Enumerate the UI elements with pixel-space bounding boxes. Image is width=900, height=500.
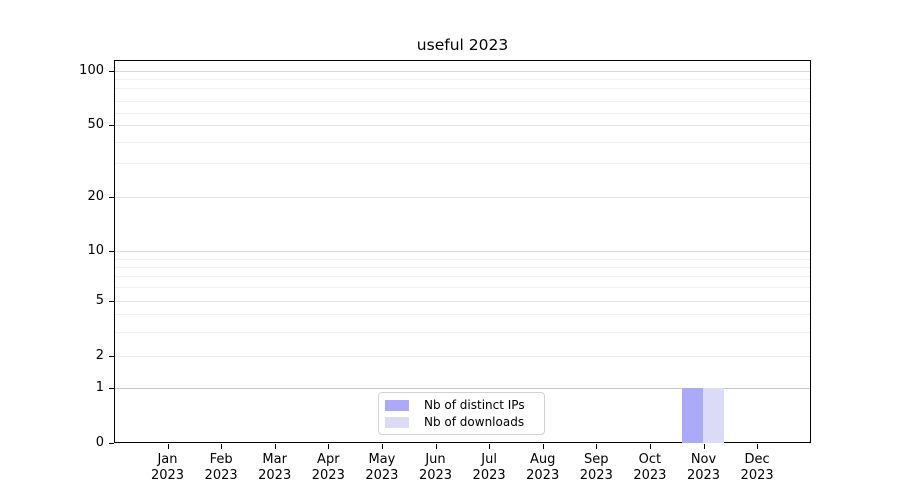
x-tick-mark (381, 444, 383, 449)
y-tick-mark (109, 251, 114, 252)
x-tick-mark (649, 444, 651, 449)
gridline-minor (115, 101, 810, 102)
x-tick-year: 2023 (526, 467, 560, 483)
y-tick-label: 50 (87, 117, 104, 132)
plot-area (114, 60, 811, 443)
y-tick-mark (109, 197, 114, 198)
gridline-minor (115, 163, 810, 164)
x-tick-label: Aug 2023 (503, 452, 583, 483)
legend: Nb of distinct IPs Nb of downloads (378, 392, 545, 435)
x-tick-year: 2023 (579, 467, 613, 483)
chart-title: useful 2023 (416, 36, 509, 54)
y-tick-label: 5 (95, 293, 104, 308)
gridline-minor (115, 79, 810, 80)
gridline-minor (115, 142, 810, 143)
gridline-minor (115, 88, 810, 89)
y-tick-label: 20 (87, 189, 104, 204)
y-tick-mark (109, 388, 114, 389)
x-tick-mark (221, 444, 223, 449)
y-tick-label: 2 (95, 348, 104, 363)
gridline-minor (115, 259, 810, 260)
bar-nb-of-downloads (703, 388, 724, 443)
y-tick-label: 10 (87, 243, 104, 258)
x-tick-label: Sep 2023 (556, 452, 636, 483)
x-tick-month: Aug (529, 452, 556, 467)
x-tick-month: Jul (481, 452, 497, 467)
x-tick-mark (489, 444, 491, 449)
x-tick-label: May 2023 (342, 452, 422, 483)
x-tick-mark (435, 444, 437, 449)
legend-entry-downloads: Nb of downloads (385, 416, 544, 428)
gridline-major (115, 125, 810, 126)
x-tick-label: Dec 2023 (717, 452, 797, 483)
x-tick-month: Jan (157, 452, 178, 467)
legend-entry-distinct-ips: Nb of distinct IPs (385, 399, 544, 411)
x-tick-mark (274, 444, 276, 449)
x-tick-year: 2023 (633, 467, 667, 483)
x-tick-month: May (368, 452, 396, 467)
x-tick-mark (703, 444, 705, 449)
x-tick-label: Nov 2023 (664, 452, 744, 483)
gridline-minor (115, 267, 810, 268)
legend-swatch-distinct-ips (385, 399, 409, 411)
y-tick-label: 1 (95, 380, 104, 395)
x-tick-year: 2023 (686, 467, 721, 483)
x-tick-label: Jun 2023 (396, 452, 476, 483)
x-tick-year: 2023 (311, 467, 345, 483)
gridline-minor (115, 276, 810, 277)
x-tick-label: Apr 2023 (288, 452, 368, 483)
legend-swatch-downloads (385, 416, 409, 428)
legend-label-downloads: Nb of downloads (424, 415, 525, 429)
gridline-major (115, 197, 810, 198)
x-tick-label: Jul 2023 (449, 452, 529, 483)
x-tick-mark (757, 444, 759, 449)
x-tick-label: Mar 2023 (235, 452, 315, 483)
y-tick-label: 100 (79, 63, 104, 78)
gridline-minor (115, 314, 810, 315)
x-tick-year: 2023 (204, 467, 238, 483)
x-tick-mark (542, 444, 544, 449)
x-tick-label: Feb 2023 (181, 452, 261, 483)
x-tick-month: Nov (690, 452, 717, 467)
x-tick-month: Sep (584, 452, 609, 467)
gridline-major (115, 71, 810, 72)
y-tick-mark (109, 443, 114, 444)
y-tick-mark (109, 301, 114, 302)
gridline-minor (115, 332, 810, 333)
y-tick-mark (109, 71, 114, 72)
bar-nb-of-distinct-ips (682, 388, 703, 443)
x-tick-year: 2023 (472, 467, 506, 483)
x-tick-month: Feb (209, 452, 233, 467)
gridline-major (115, 388, 810, 389)
x-tick-label: Oct 2023 (610, 452, 690, 483)
gridline-major (115, 251, 810, 252)
gridline-major (115, 356, 810, 357)
x-tick-month: Dec (744, 452, 770, 467)
x-tick-mark (167, 444, 169, 449)
x-tick-label: Jan 2023 (128, 452, 208, 483)
gridline-minor (115, 287, 810, 288)
x-tick-month: Jun (425, 452, 446, 467)
x-tick-month: Apr (317, 452, 340, 467)
legend-label-distinct-ips: Nb of distinct IPs (424, 398, 525, 412)
x-tick-month: Oct (638, 452, 662, 467)
x-tick-mark (596, 444, 598, 449)
x-tick-month: Mar (262, 452, 287, 467)
x-tick-year: 2023 (418, 467, 453, 483)
x-tick-mark (328, 444, 330, 449)
gridline-minor (115, 113, 810, 114)
y-tick-mark (109, 356, 114, 357)
x-tick-year: 2023 (258, 467, 292, 483)
y-tick-mark (109, 125, 114, 126)
y-tick-label: 0 (95, 435, 104, 450)
x-tick-year: 2023 (150, 467, 185, 483)
x-tick-year: 2023 (740, 467, 774, 483)
x-tick-year: 2023 (365, 467, 399, 483)
gridline-major (115, 301, 810, 302)
